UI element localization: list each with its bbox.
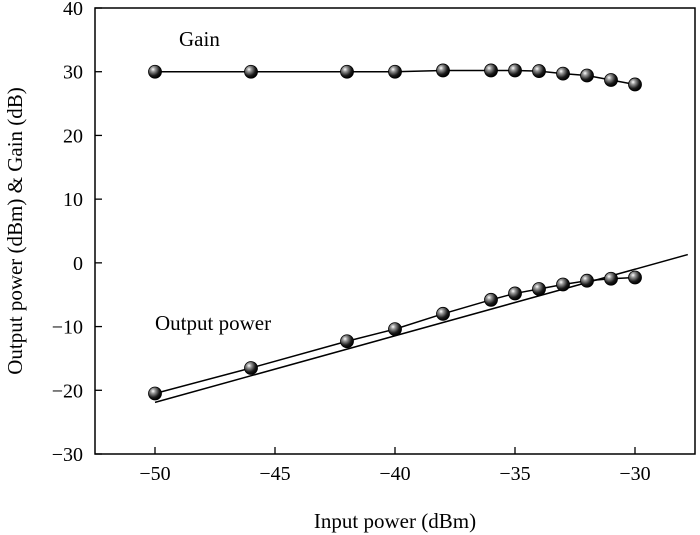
data-point bbox=[148, 386, 162, 401]
data-point bbox=[580, 68, 594, 83]
y-tick-label: 30 bbox=[63, 62, 83, 84]
data-point bbox=[436, 306, 450, 321]
annotation-label: Gain bbox=[179, 27, 220, 51]
data-point bbox=[628, 77, 642, 92]
x-tick-label: −40 bbox=[379, 463, 410, 485]
y-tick-label: −20 bbox=[52, 380, 83, 402]
data-point bbox=[340, 64, 354, 79]
data-point bbox=[484, 63, 498, 78]
axis-ticks: −50 −45 −40 −35 −30 −30 −20 −10 0 10 20 30 40 bbox=[52, 0, 651, 485]
x-tick-label: −50 bbox=[139, 463, 170, 485]
data-point bbox=[508, 63, 522, 78]
data-point bbox=[580, 273, 594, 288]
data-point bbox=[244, 64, 258, 79]
data-point bbox=[436, 63, 450, 78]
data-point bbox=[388, 64, 402, 79]
data-point bbox=[148, 64, 162, 79]
x-tick-label: −45 bbox=[259, 463, 290, 485]
data-point bbox=[604, 73, 618, 87]
series-line-2 bbox=[154, 253, 689, 404]
y-tick-label: −10 bbox=[52, 317, 83, 339]
data-point bbox=[532, 282, 546, 296]
y-axis-label: Output power (dBm) & Gain (dB) bbox=[3, 87, 27, 375]
y-tick-label: 0 bbox=[73, 253, 83, 275]
annotations: Gain Output power bbox=[155, 27, 271, 335]
data-point bbox=[628, 270, 642, 285]
data-point bbox=[244, 361, 258, 375]
data-point bbox=[484, 292, 498, 307]
data-point bbox=[508, 286, 522, 301]
data-point bbox=[556, 66, 570, 81]
data-point bbox=[556, 277, 570, 292]
data-point bbox=[340, 334, 354, 349]
y-tick-label: 20 bbox=[63, 125, 83, 147]
series-lines bbox=[154, 69, 689, 404]
series-markers bbox=[148, 63, 642, 401]
y-tick-label: −30 bbox=[52, 444, 83, 466]
x-axis-label: Input power (dBm) bbox=[314, 509, 476, 533]
x-tick-label: −35 bbox=[499, 463, 530, 485]
x-tick-label: −30 bbox=[619, 463, 650, 485]
y-tick-label: 10 bbox=[63, 189, 83, 211]
data-point bbox=[388, 322, 402, 337]
annotation-label: Output power bbox=[155, 311, 271, 335]
data-point bbox=[532, 64, 546, 78]
data-point bbox=[604, 271, 618, 286]
y-tick-label: 40 bbox=[63, 0, 83, 20]
